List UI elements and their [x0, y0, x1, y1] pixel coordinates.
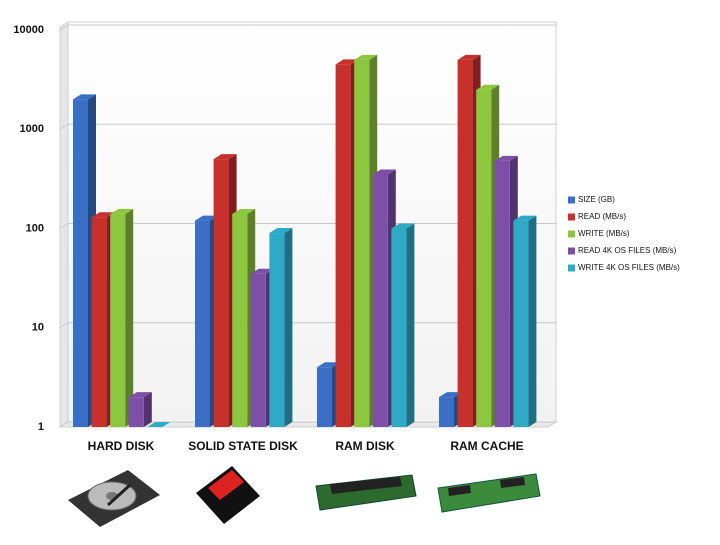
bar-top [391, 223, 415, 229]
hard-disk-image [68, 470, 160, 527]
legend-swatch [568, 213, 575, 221]
bar [91, 217, 107, 427]
bar [372, 174, 388, 427]
x-tick-label: RAM DISK [335, 439, 395, 453]
legend-label: SIZE (GB) [578, 195, 615, 204]
legend-label: WRITE 4K OS FILES (MB/s) [578, 263, 680, 272]
bar-top [439, 392, 462, 398]
x-tick-label: RAM CACHE [450, 439, 523, 453]
bar-top [110, 208, 134, 214]
bar-top [269, 228, 293, 234]
bar [317, 367, 332, 427]
bar [195, 220, 210, 427]
bar-top [91, 212, 115, 218]
bar [213, 159, 229, 427]
y-tick-label: 10 [32, 322, 44, 334]
plot-area [58, 21, 558, 428]
bar [494, 160, 510, 427]
bar-side [143, 392, 152, 427]
bar-top [73, 94, 96, 100]
y-tick-label: 1000 [20, 123, 44, 135]
legend-label: WRITE (MB/s) [578, 229, 630, 238]
bar [354, 59, 370, 427]
bar-top [213, 154, 237, 160]
grid-line [59, 24, 556, 31]
legend-swatch [568, 247, 575, 255]
device-images [68, 466, 541, 527]
bar [335, 64, 351, 428]
bar-top [232, 208, 256, 214]
grid-line [59, 123, 556, 130]
bar [250, 273, 266, 427]
bar-top [494, 155, 518, 161]
x-tick-label: SOLID STATE DISK [188, 439, 298, 453]
y-tick-label: 1 [38, 421, 44, 433]
bar [232, 213, 248, 427]
bar [476, 89, 492, 427]
bar [269, 233, 285, 427]
bar [128, 397, 144, 427]
bar [73, 99, 88, 427]
legend-swatch [568, 196, 575, 204]
ram-disk-image [315, 474, 417, 511]
bar-side [284, 228, 293, 427]
bar-top [354, 54, 378, 60]
legend-label: READ (MB/s) [578, 212, 626, 221]
bar [457, 59, 473, 427]
bar-top [317, 362, 340, 368]
ssd-image [196, 466, 260, 524]
bar-top [476, 84, 500, 90]
bar-top [128, 392, 152, 398]
legend-label: READ 4K OS FILES (MB/s) [578, 246, 677, 255]
y-tick-label: 10000 [13, 24, 44, 36]
bar-side [125, 208, 134, 427]
bar [110, 213, 126, 427]
bar-top [147, 422, 171, 427]
bar-top [195, 215, 218, 221]
bar-top [457, 54, 481, 60]
bar [513, 220, 529, 427]
y-tick-label: 100 [26, 222, 44, 234]
bar-side [528, 215, 537, 427]
bar-side [406, 223, 415, 427]
legend-swatch [568, 264, 575, 272]
bar [391, 228, 407, 427]
bar [439, 397, 454, 427]
legend-swatch [568, 230, 575, 238]
ram-cache-image [437, 473, 541, 513]
bar-top [335, 59, 359, 65]
bar-top [372, 169, 396, 175]
x-tick-label: HARD DISK [88, 439, 155, 453]
bar-top [513, 215, 537, 221]
bar-top [250, 268, 274, 274]
